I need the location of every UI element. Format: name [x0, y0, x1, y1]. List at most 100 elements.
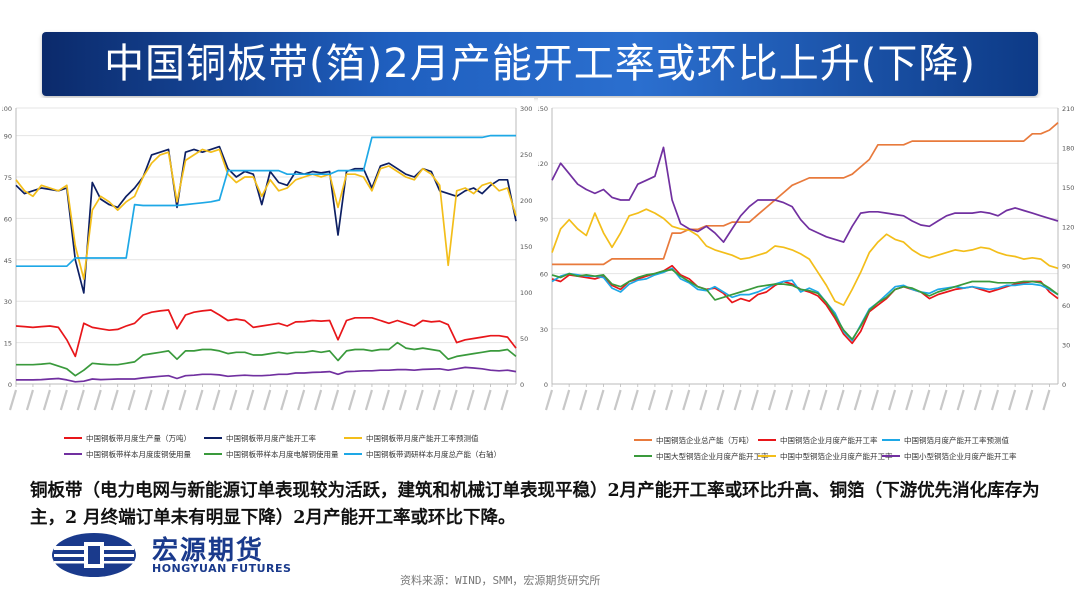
x-tick-label-mark — [466, 389, 475, 411]
y-right-tick-label: 250 — [520, 151, 532, 159]
legend-label: 中国大型铜箔企业月度产能开工率 — [656, 451, 769, 461]
x-tick-label-mark — [544, 389, 554, 411]
x-tick-label-mark — [398, 389, 407, 411]
x-tick-label-mark — [630, 389, 639, 411]
chart-right-svg: 0 30 60 90 120 150 0 30 60 90 120 150 180 210 中国铜箔企业总产… — [536, 105, 1075, 461]
chart-left-panel: 0 15 30 45 60 75 90 100 0 50 100 150 200 250 300 中国铜板带月… — [0, 98, 534, 470]
x-tick-label-mark — [716, 389, 725, 411]
y-left-tick-label: 30 — [540, 326, 548, 334]
y-left-tick-label: 30 — [4, 298, 12, 306]
x-tick-label-mark — [229, 389, 238, 411]
y-right-tick-label: 90 — [1062, 263, 1070, 271]
y-left-tick-label: 150 — [538, 105, 548, 113]
page-title: 中国铜板带(箔)2月产能开工率或环比上升(下降) — [104, 41, 976, 87]
series-line-2 — [551, 267, 1059, 342]
x-tick-label-mark — [973, 389, 982, 411]
x-tick-label-mark — [178, 389, 187, 411]
x-tick-label-mark — [905, 389, 914, 411]
legend-label: 中国中型铜箔企业月度产能开工率 — [780, 451, 893, 461]
x-tick-label-mark — [25, 389, 35, 411]
y-right-tick-label: 300 — [520, 105, 532, 113]
y-left-tick-label: 60 — [4, 215, 12, 223]
y-right-tick-label: 200 — [520, 197, 532, 205]
x-tick-label-mark — [161, 389, 170, 411]
legend-label: 中国铜箔月度产能开工率预测值 — [904, 435, 1009, 445]
y-left-tick-label: 120 — [538, 160, 548, 168]
x-tick-label-mark — [699, 389, 708, 411]
x-tick-label-mark — [613, 389, 622, 411]
logo-mark-icon — [52, 533, 136, 577]
x-tick-label-mark — [8, 389, 18, 411]
x-tick-label-mark — [144, 389, 153, 411]
x-tick-label-mark — [1008, 389, 1017, 411]
x-tick-label-mark — [939, 389, 948, 411]
x-tick-label-mark — [59, 389, 68, 411]
x-tick-label-mark — [665, 389, 674, 411]
x-tick-label-mark — [733, 389, 742, 411]
y-right-tick-label: 150 — [1062, 184, 1074, 192]
title-banner-background — [42, 32, 1038, 96]
x-tick-label-mark — [330, 389, 340, 411]
x-tick-label-mark — [195, 389, 204, 411]
series-line-3 — [16, 366, 517, 383]
y-right-tick-label: 60 — [1062, 302, 1070, 310]
x-tick-label-mark — [483, 389, 492, 411]
legend-label: 中国铜板带样本月度废铜使用量 — [86, 449, 191, 459]
x-tick-label-mark — [887, 389, 897, 411]
chart-left-svg: 0 15 30 45 60 75 90 100 0 50 100 150 200 250 300 中国铜板带月… — [0, 105, 532, 459]
x-tick-label-mark — [347, 389, 357, 411]
y-left-tick-label: 75 — [4, 174, 12, 182]
x-tick-label-mark — [280, 389, 289, 411]
y-right-tick-label: 30 — [1062, 342, 1070, 350]
series-line-5 — [16, 134, 516, 268]
analysis-text: 铜板带（电力电网与新能源订单表现较为活跃，建筑和机械订单表现平稳）2月产能开工率… — [30, 481, 1040, 528]
x-tick-label-mark — [853, 389, 862, 411]
x-tick-label-mark — [682, 389, 691, 411]
x-tick-label-mark — [381, 389, 390, 411]
x-tick-label-mark — [836, 389, 845, 411]
legend-label: 中国铜板带样本月度电解铜使用量 — [226, 449, 339, 459]
x-tick-label-mark — [956, 389, 965, 411]
x-tick-label-mark — [297, 389, 306, 411]
series-line-2 — [15, 148, 517, 280]
y-right-tick-label: 210 — [1062, 105, 1074, 113]
y-right-tick-label: 150 — [520, 243, 532, 251]
x-tick-label-mark — [415, 389, 424, 411]
legend-label: 中国铜板带月度产能开工率预测值 — [366, 433, 479, 443]
legend-label: 中国铜板带月度产能开工率 — [226, 433, 316, 443]
x-tick-label-mark — [93, 389, 102, 411]
legend-label: 中国铜板带调研样本月度总产能（右轴） — [366, 449, 501, 459]
x-tick-label-mark — [750, 389, 759, 411]
y-left-tick-label: 0 — [8, 381, 12, 389]
x-tick-label-mark — [870, 389, 879, 411]
y-right-tick-label: 100 — [520, 289, 532, 297]
x-tick-label-mark — [785, 389, 794, 411]
x-tick-label-mark — [76, 389, 85, 411]
x-tick-label-mark — [212, 389, 221, 411]
x-tick-label-mark — [579, 389, 588, 411]
series-line-3 — [551, 268, 1059, 341]
y-right-tick-label: 180 — [1062, 144, 1074, 152]
y-left-tick-label: 100 — [2, 105, 12, 113]
legend-label: 中国铜箔企业总产能（万吨） — [656, 435, 754, 445]
x-tick-label-mark — [432, 389, 441, 411]
x-tick-label-mark — [767, 389, 777, 411]
logo-english-name: HONGYUAN FUTURES — [152, 562, 292, 575]
x-tick-label-mark — [647, 389, 656, 411]
x-tick-label-mark — [1042, 389, 1051, 411]
x-tick-label-mark — [263, 389, 272, 411]
y-left-tick-label: 15 — [4, 340, 12, 348]
x-tick-label-mark — [922, 389, 931, 411]
chart-right-panel: 0 30 60 90 120 150 0 30 60 90 120 150 180 210 中国铜箔企业总产… — [536, 98, 1078, 470]
x-tick-label-mark — [364, 389, 373, 411]
series-line-0 — [552, 122, 1059, 266]
x-tick-label-mark — [819, 389, 828, 411]
logo-chinese-name: 宏源期货 — [152, 536, 265, 566]
x-tick-label-mark — [562, 389, 571, 411]
series-line-5 — [551, 146, 1059, 243]
y-left-tick-label: 60 — [540, 271, 548, 279]
y-right-tick-label: 120 — [1062, 223, 1074, 231]
x-tick-label-mark — [314, 389, 323, 411]
series-line-4 — [16, 341, 517, 377]
x-tick-label-mark — [449, 389, 458, 411]
